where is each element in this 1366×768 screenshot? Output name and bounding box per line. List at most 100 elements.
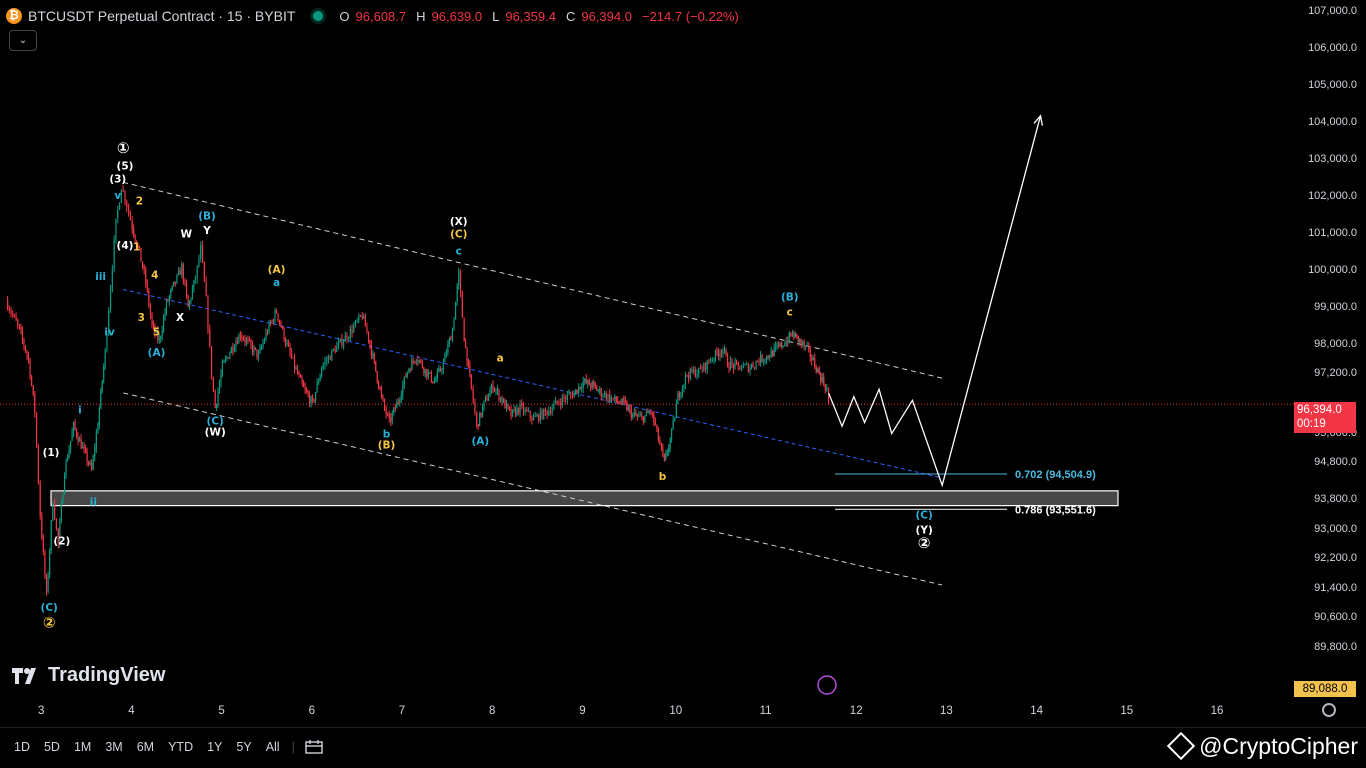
timeframe-1m[interactable]: 1M	[73, 739, 92, 754]
candle-body	[493, 390, 496, 391]
price-axis-label: 102,000.0	[1308, 190, 1357, 203]
wave-label: 2	[136, 195, 143, 207]
timeframe-6m[interactable]: 6M	[136, 739, 155, 754]
candle-body	[551, 408, 553, 414]
candle-body	[322, 364, 324, 369]
candle-body	[463, 317, 465, 342]
candle-body	[722, 349, 724, 354]
candle-body	[793, 332, 795, 338]
candle-body	[380, 389, 383, 396]
candle-body	[194, 279, 196, 281]
candle-body	[37, 445, 39, 483]
high-value: 96,639.0	[431, 8, 483, 24]
candle-body	[316, 382, 318, 393]
symbol-title[interactable]: BTCUSDT Perpetual Contract · 15 · BYBIT	[28, 8, 296, 24]
candle-body	[573, 392, 575, 398]
candle-body	[343, 341, 345, 346]
candle-body	[556, 400, 558, 403]
candle-body	[486, 397, 488, 401]
collapse-legend-button[interactable]: ⌄	[9, 30, 37, 51]
event-flash-icon	[817, 675, 837, 695]
candle-body	[756, 361, 759, 363]
candle-body	[824, 384, 826, 391]
time-axis-label: 7	[398, 705, 406, 717]
timeframe-5d[interactable]: 5D	[43, 739, 60, 754]
candle-body	[191, 288, 194, 299]
candle-body	[708, 360, 710, 362]
candle-body	[185, 283, 188, 296]
candle-body	[49, 549, 51, 575]
timeframe-1d[interactable]: 1D	[14, 739, 30, 754]
candle-body	[91, 463, 93, 470]
candle-body	[665, 453, 667, 460]
wave-label: (X)	[450, 216, 468, 228]
candle-body	[820, 373, 822, 382]
price-axis-label: 94,800.0	[1314, 456, 1357, 469]
timeframe-ytd[interactable]: YTD	[168, 739, 194, 754]
timeframe-1y[interactable]: 1Y	[207, 739, 223, 754]
candle-body	[447, 344, 449, 354]
wave-label: (5)	[117, 160, 134, 172]
candle-body	[435, 378, 437, 382]
high-label: H	[416, 8, 426, 24]
price-axis-label: 90,600.0	[1314, 611, 1357, 624]
candle-body	[382, 395, 384, 401]
candle-body	[424, 369, 426, 374]
candle-body	[815, 367, 817, 373]
candle-body	[417, 360, 419, 362]
change-value: −214.7 (−0.22%)	[641, 8, 739, 24]
candle-body	[146, 282, 148, 291]
candle-body	[26, 351, 28, 356]
candle-body	[808, 345, 810, 348]
candle-body	[596, 386, 598, 391]
candle-body	[544, 408, 547, 411]
candle-body	[767, 356, 769, 358]
candle-body	[269, 322, 272, 324]
candle-body	[137, 245, 139, 247]
candle-body	[693, 369, 695, 373]
candle-body	[778, 345, 780, 347]
candle-body	[318, 381, 320, 383]
candle-body	[826, 388, 828, 391]
timeframe-5y[interactable]: 5Y	[236, 739, 252, 754]
calendar-range-icon[interactable]	[305, 739, 325, 755]
candle-body	[560, 403, 562, 405]
candle-body	[173, 281, 175, 286]
price-axis-label: 105,000.0	[1308, 79, 1357, 92]
candle-body	[399, 399, 401, 403]
candle-body	[54, 504, 56, 519]
candle-body	[63, 475, 66, 494]
timeframe-all[interactable]: All	[265, 739, 280, 754]
candle-body	[366, 326, 368, 332]
candle-body	[644, 415, 646, 423]
candle-body	[152, 324, 155, 326]
close-label: C	[565, 8, 576, 24]
timeframe-3m[interactable]: 3M	[105, 739, 123, 754]
price-axis-label: 93,800.0	[1314, 493, 1357, 506]
time-axis-label: 4	[128, 705, 135, 717]
candle-body	[776, 345, 778, 347]
candle-body	[158, 338, 160, 340]
candle-body	[502, 399, 505, 403]
candle-body	[18, 324, 21, 328]
wave-label: (4)	[117, 240, 134, 252]
candle-body	[588, 380, 590, 386]
candle-body	[13, 314, 15, 316]
candle-body	[149, 305, 152, 316]
wave-label: iii	[95, 271, 106, 283]
candle-body	[590, 385, 592, 388]
candle-body	[546, 410, 548, 415]
time-axis-label: 16	[1210, 705, 1224, 717]
candle-body	[283, 328, 285, 340]
candle-body	[510, 409, 512, 417]
settings-gear-icon[interactable]	[1322, 703, 1336, 717]
candle-body	[499, 397, 502, 400]
candle-body	[126, 201, 128, 207]
candle-body	[198, 258, 200, 266]
candle-body	[324, 361, 326, 365]
price-axis-label: 89,800.0	[1314, 640, 1357, 653]
time-axis-label: 14	[1030, 705, 1043, 717]
candle-body	[353, 325, 355, 333]
candle-body	[363, 316, 365, 319]
